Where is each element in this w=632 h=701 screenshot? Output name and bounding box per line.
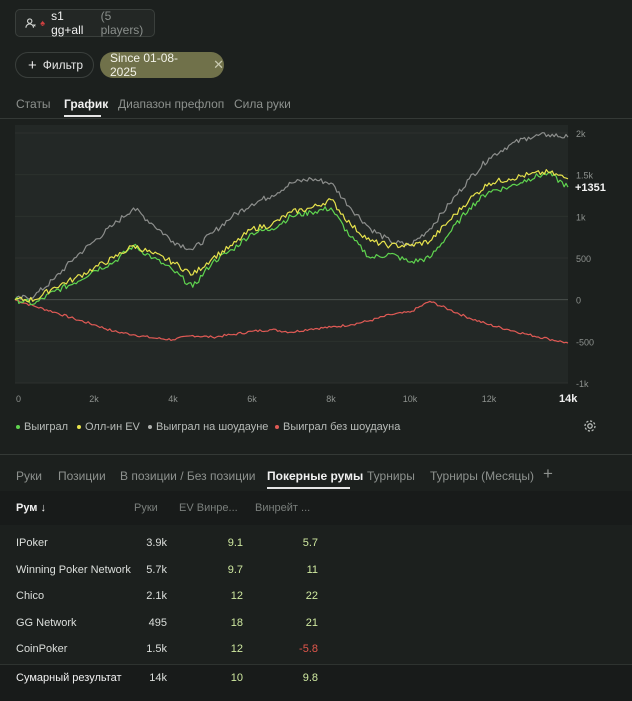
player-name: s1 gg+all [51,9,84,37]
total-winrate: 9.8 [302,672,318,684]
y-tick-label: -1k [576,379,589,389]
total-ev-winrate: 10 [230,672,243,684]
y-tick-label: 0 [576,296,581,306]
legend-dot [275,425,279,429]
legend-label: Выиграл на шоудауне [156,421,269,433]
chart-series [14,132,569,344]
y-tick-label: 500 [576,254,591,264]
x-tick-label: 12k [482,394,497,404]
close-icon[interactable]: ✕ [213,57,224,72]
subtab-tournaments[interactable]: Турниры [367,469,415,483]
legend-label: Выиграл [24,421,69,433]
col-hands[interactable]: Руки [134,502,158,514]
add-tab-icon[interactable]: + [543,464,553,483]
x-tick-label: 2k [89,394,99,404]
legend-non-showdown[interactable]: Выиграл без шоудауна [275,421,400,433]
profit-chart[interactable]: 0 2k 4k 6k 8k 10k 12k 14k 2k 1.5k 1k 500 0 -500 -1k +… [0,125,632,410]
ev-winrate-value: 9.1 [227,537,243,549]
ggpoker-icon: ♠ [40,18,46,28]
ev-winrate-value: 12 [230,590,243,602]
series-line [14,170,569,306]
section-divider [0,454,632,455]
plus-icon: + [28,56,37,74]
room-name: CoinPoker [16,643,68,655]
legend-won[interactable]: Выиграл [16,421,68,433]
series-line [14,132,569,301]
gear-icon[interactable] [583,419,597,433]
room-name: IPoker [16,537,48,549]
subtab-positions[interactable]: Позиции [58,469,106,483]
subtab-poker-rooms[interactable]: Покерные румы [267,469,364,483]
x-tick-label: 0 [16,394,21,404]
x-tick-label: 8k [326,394,336,404]
filter-label: Фильтр [42,58,84,72]
player-selector[interactable]: ♠ s1 gg+all (5 players) [15,9,155,37]
y-tick-label: 1.5k [576,171,594,181]
col-ev-winrate[interactable]: EV Винре... [179,502,238,514]
total-hands: 14k [149,672,167,684]
active-tab-indicator [64,115,101,117]
tab-hand-strength[interactable]: Сила руки [234,97,291,111]
y-tick-label: 2k [576,129,586,139]
y-axis-ticks: 2k 1.5k 1k 500 0 -500 -1k [576,129,594,389]
hands-value: 3.9k [146,537,167,549]
table-header [0,491,632,525]
subtab-tournaments-months[interactable]: Турниры (Месяцы) [430,469,534,483]
x-axis-ticks: 0 2k 4k 6k 8k 10k 12k 14k [16,393,578,405]
user-icon [25,18,36,28]
end-value-label: +1351 [575,182,606,194]
total-label: Сумарный результат [16,672,122,684]
x-tick-label: 14k [559,393,578,405]
legend-showdown[interactable]: Выиграл на шоудауне [148,421,268,433]
player-count: (5 players) [100,9,144,37]
winrate-value: 5.7 [302,537,318,549]
hands-value: 1.5k [146,643,167,655]
x-tick-label: 4k [168,394,178,404]
hands-value: 5.7k [146,564,167,576]
ev-winrate-value: 18 [230,617,243,629]
tab-preflop-range[interactable]: Диапазон префлоп [118,97,225,111]
total-row [0,664,632,701]
room-name: Chico [16,590,45,602]
series-line [14,299,569,344]
hands-value: 2.1k [146,590,167,602]
legend-label: Олл-ин EV [85,421,140,433]
filter-button[interactable]: + Фильтр [15,52,94,78]
winrate-value: -5.8 [299,643,318,655]
tabs-divider [0,118,632,119]
tab-graph[interactable]: График [64,97,109,111]
legend-dot [148,425,152,429]
col-room[interactable]: Рум ↓ [16,502,47,514]
series-line [14,168,569,303]
col-winrate[interactable]: Винрейт ... [255,502,311,514]
room-name: GG Network [16,617,77,629]
y-tick-label: 1k [576,212,586,222]
ev-winrate-value: 12 [230,643,243,655]
winrate-value: 22 [305,590,318,602]
x-tick-label: 6k [247,394,257,404]
legend-allin-ev[interactable]: Олл-ин EV [77,421,140,433]
chart-plot-area [15,125,568,383]
winrate-value: 21 [305,617,318,629]
subtab-hands[interactable]: Руки [16,469,42,483]
date-chip-label: Since 01-08-2025 [110,51,179,79]
ev-winrate-value: 9.7 [227,564,243,576]
tab-stats[interactable]: Статы [16,97,51,111]
date-filter-chip[interactable]: Since 01-08-2025 ✕ [100,51,224,79]
subtab-in-out-position[interactable]: В позиции / Без позиции [120,469,256,483]
active-subtab-indicator [267,487,350,489]
winrate-value: 11 [306,564,318,576]
room-name: Winning Poker Network [16,564,131,576]
legend-label: Выиграл без шоудауна [283,421,401,433]
x-tick-label: 10k [403,394,418,404]
legend-dot [16,425,20,429]
y-tick-label: -500 [576,337,594,347]
hands-value: 495 [148,617,167,629]
legend-dot [77,425,81,429]
